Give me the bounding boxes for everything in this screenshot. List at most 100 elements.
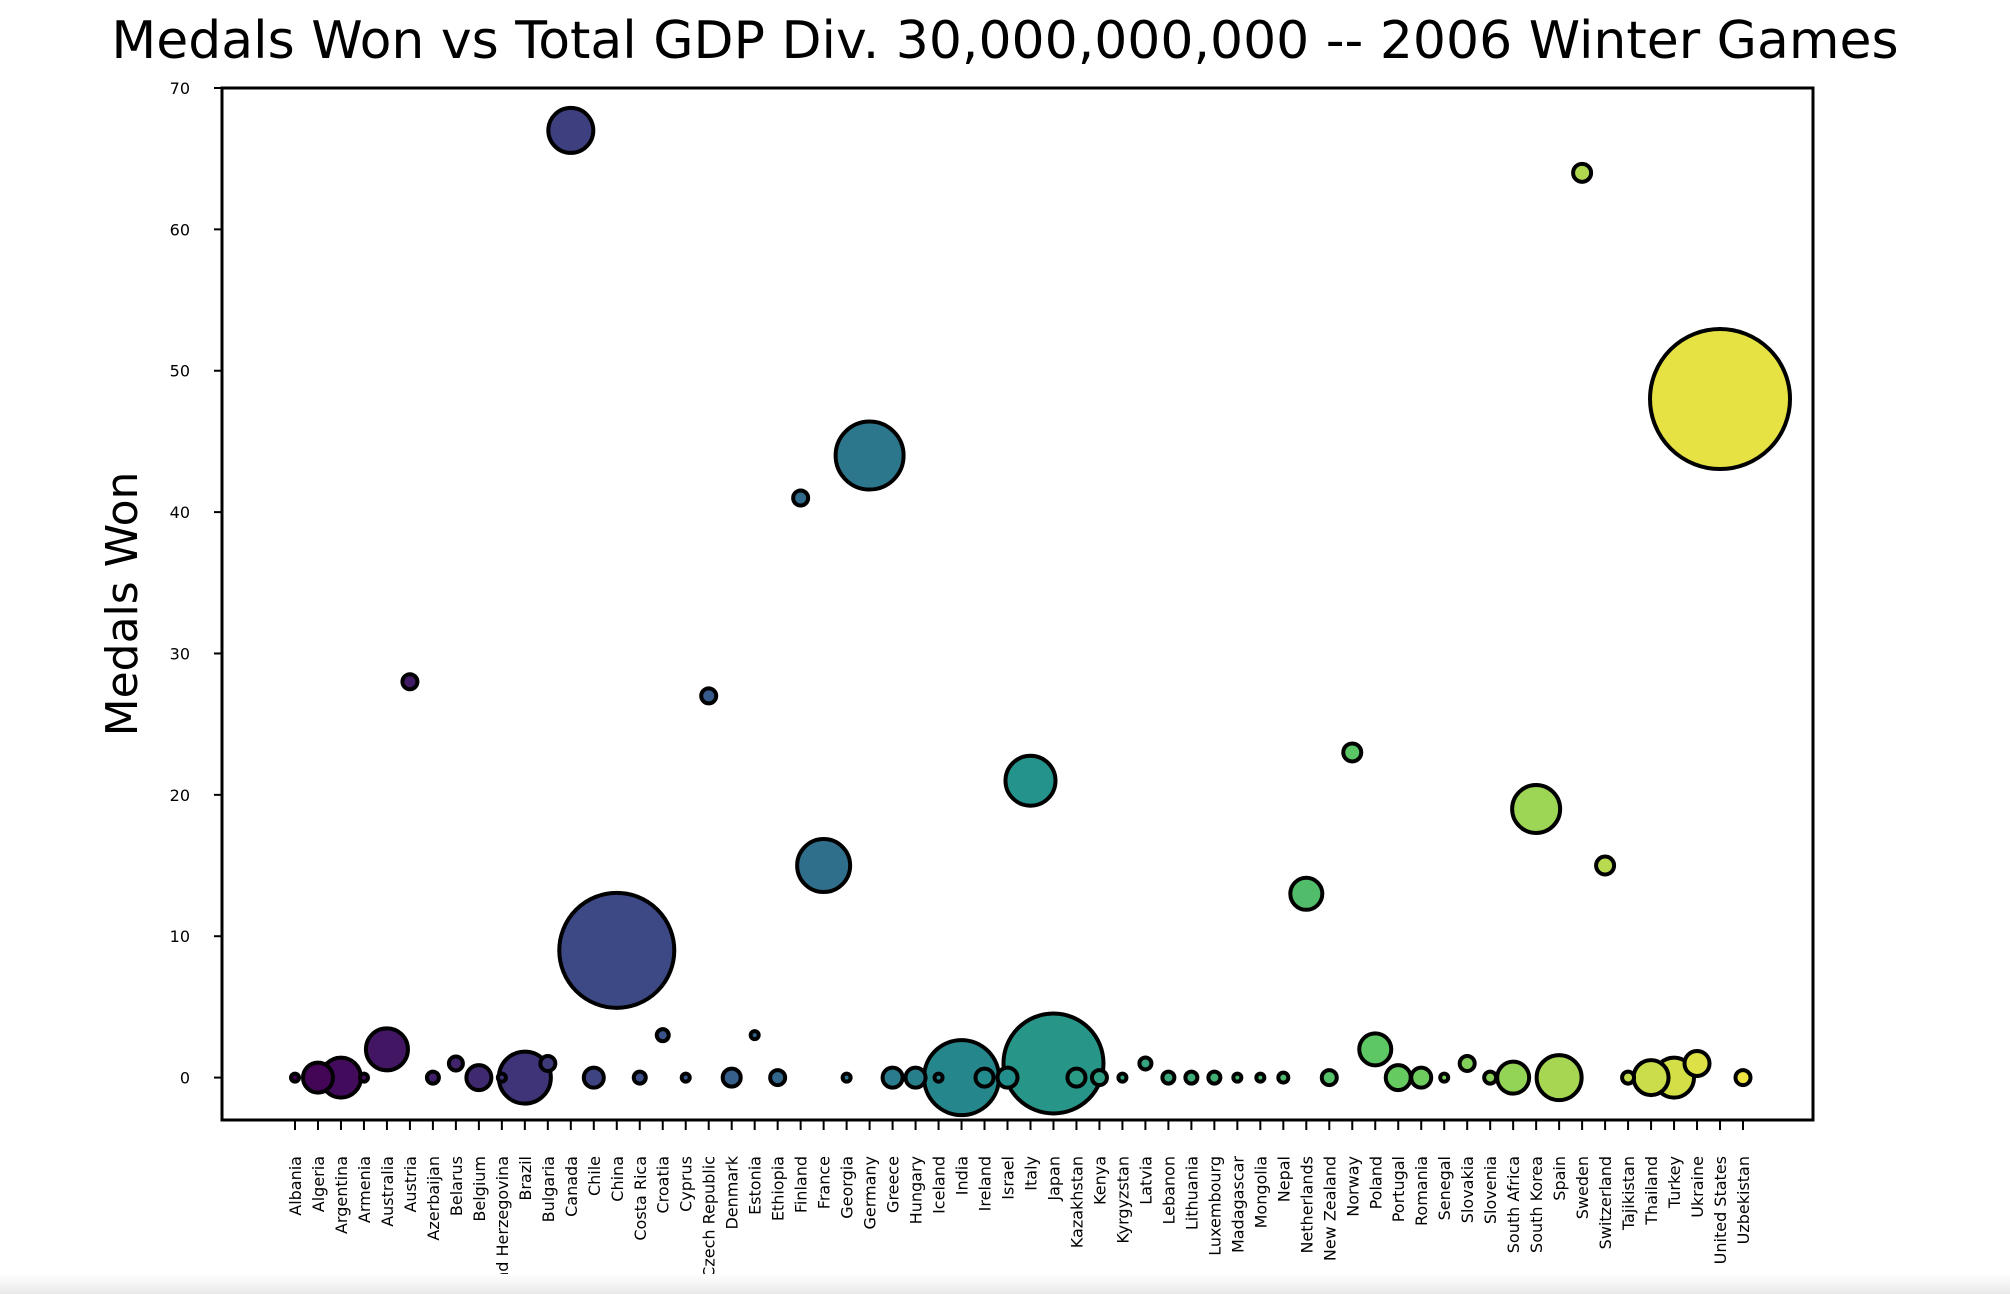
x-tick-label: Uzbekistan — [1734, 1156, 1753, 1244]
bubble-china — [557, 890, 677, 1010]
bubble-uzbekistan — [1733, 1068, 1753, 1088]
bubble-bulgaria — [538, 1053, 558, 1073]
x-tick-label: Sweden — [1573, 1156, 1592, 1219]
bubble-kazakhstan — [1065, 1066, 1088, 1089]
bubble-switzerland — [1594, 854, 1617, 877]
bubble-estonia — [748, 1029, 761, 1042]
x-tick-label: Azerbaijan — [424, 1156, 443, 1241]
x-tick-label: Slovenia — [1481, 1156, 1500, 1224]
bubble-czech-republic — [699, 686, 719, 706]
bubble-mongolia — [1254, 1071, 1267, 1084]
x-tick-label: Nepal — [1274, 1156, 1293, 1202]
x-tick-label: Slovakia — [1458, 1156, 1477, 1223]
x-tick-label: Kyrgyzstan — [1113, 1156, 1132, 1244]
bubble-israel — [995, 1065, 1020, 1090]
bubble-new-zealand — [1319, 1068, 1339, 1088]
x-tick-label: Ukraine — [1688, 1156, 1707, 1218]
y-axis-label: Medals Won — [97, 472, 148, 737]
bubble-ethiopia — [768, 1068, 788, 1088]
x-tick-label: Lebanon — [1159, 1156, 1178, 1225]
bubble-lithuania — [1183, 1069, 1200, 1086]
x-tick-label: South Korea — [1527, 1156, 1546, 1253]
x-tick-label: Tajikistan — [1619, 1156, 1638, 1231]
bubble-slovakia — [1457, 1053, 1477, 1073]
x-tick-label: Japan — [1044, 1156, 1063, 1202]
bubble-germany — [833, 419, 906, 492]
bubble-bosnia-and-herzegovina — [495, 1071, 508, 1084]
bubble-cyprus — [679, 1071, 692, 1084]
x-tick-label: India — [953, 1156, 972, 1195]
bubble-poland — [1357, 1031, 1394, 1068]
bubble-greece — [880, 1065, 905, 1090]
bubble-senegal — [1438, 1071, 1451, 1084]
y-tick-label: 20 — [170, 786, 190, 805]
x-tick-label: Australia — [378, 1156, 397, 1227]
x-tick-label: New Zealand — [1320, 1156, 1339, 1261]
x-tick-label: Kazakhstan — [1067, 1156, 1086, 1248]
y-tick-label: 10 — [170, 927, 190, 946]
bubble-sweden — [1571, 161, 1594, 184]
bubble-canada — [546, 105, 596, 155]
x-tick-label: United States — [1711, 1156, 1730, 1264]
bubble-series — [289, 105, 1793, 1118]
x-tick-label: Portugal — [1389, 1156, 1408, 1222]
bubble-croatia — [654, 1027, 671, 1044]
x-tick-label: Armenia — [355, 1156, 374, 1223]
x-tick-label: Costa Rica — [631, 1156, 650, 1241]
bubble-chile — [581, 1065, 606, 1090]
bubble-costa-rica — [631, 1069, 648, 1086]
bubble-united-states — [1648, 327, 1793, 472]
x-tick-label: Denmark — [723, 1155, 742, 1229]
bubble-japan — [1001, 1011, 1106, 1116]
x-tick-label: Luxembourg — [1205, 1156, 1224, 1256]
x-tick-label: Israel — [999, 1156, 1018, 1200]
bubble-armenia — [357, 1071, 370, 1084]
x-tick-label: Spain — [1550, 1156, 1569, 1201]
x-tick-label: Hungary — [907, 1156, 926, 1224]
x-tick-label: Belarus — [447, 1156, 466, 1216]
bubble-hungary — [903, 1065, 928, 1090]
bubble-luxembourg — [1206, 1069, 1223, 1086]
bubble-romania — [1409, 1065, 1434, 1090]
bubble-slovenia — [1482, 1069, 1499, 1086]
bubble-finland — [791, 488, 811, 508]
x-tick-label: Albania — [286, 1156, 305, 1216]
x-tick-label: Latvia — [1136, 1156, 1155, 1205]
x-tick-label: France — [815, 1156, 834, 1209]
bubble-latvia — [1137, 1055, 1154, 1072]
window-bottom-edge — [0, 1274, 2010, 1294]
x-tick-label: Croatia — [654, 1156, 673, 1214]
bubble-kenya — [1089, 1068, 1109, 1088]
y-tick-label: 40 — [170, 503, 190, 522]
bubble-thailand — [1631, 1058, 1671, 1098]
x-tick-label: Algeria — [309, 1156, 328, 1212]
x-tick-label: Estonia — [746, 1156, 765, 1215]
x-tick-label: South Africa — [1504, 1156, 1523, 1253]
x-tick-label: Kenya — [1090, 1156, 1109, 1205]
x-tick-label: Georgia — [838, 1156, 857, 1219]
x-tick-label: Canada — [562, 1156, 581, 1217]
bubble-algeria — [300, 1060, 335, 1095]
bubble-madagascar — [1231, 1071, 1244, 1084]
y-tick-label: 70 — [170, 79, 190, 98]
plot-area-frame — [220, 86, 1815, 1122]
bubble-ireland — [973, 1066, 996, 1089]
x-tick-label: China — [608, 1156, 627, 1202]
bubble-spain — [1534, 1053, 1584, 1103]
bubble-nepal — [1276, 1070, 1291, 1085]
x-tick-label: Turkey — [1665, 1156, 1684, 1209]
y-tick-label: 30 — [170, 644, 190, 663]
bubble-azerbaijan — [424, 1069, 441, 1086]
x-tick-label: Germany — [861, 1156, 880, 1230]
x-tick-label: Chile — [585, 1156, 604, 1196]
x-tick-label: Lithuania — [1182, 1156, 1201, 1230]
y-axis-ticks: 0 10 20 30 40 50 60 70 — [170, 79, 222, 1088]
x-axis-ticks: Albania Algeria Argentina Armenia Australia A… — [286, 1120, 1753, 1294]
bubble-south-korea — [1510, 782, 1563, 835]
bubble-iceland — [932, 1071, 945, 1084]
x-tick-label: Ireland — [976, 1156, 995, 1211]
y-tick-label: 0 — [180, 1069, 190, 1088]
y-tick-label: 60 — [170, 220, 190, 239]
x-tick-label: Greece — [884, 1156, 903, 1213]
